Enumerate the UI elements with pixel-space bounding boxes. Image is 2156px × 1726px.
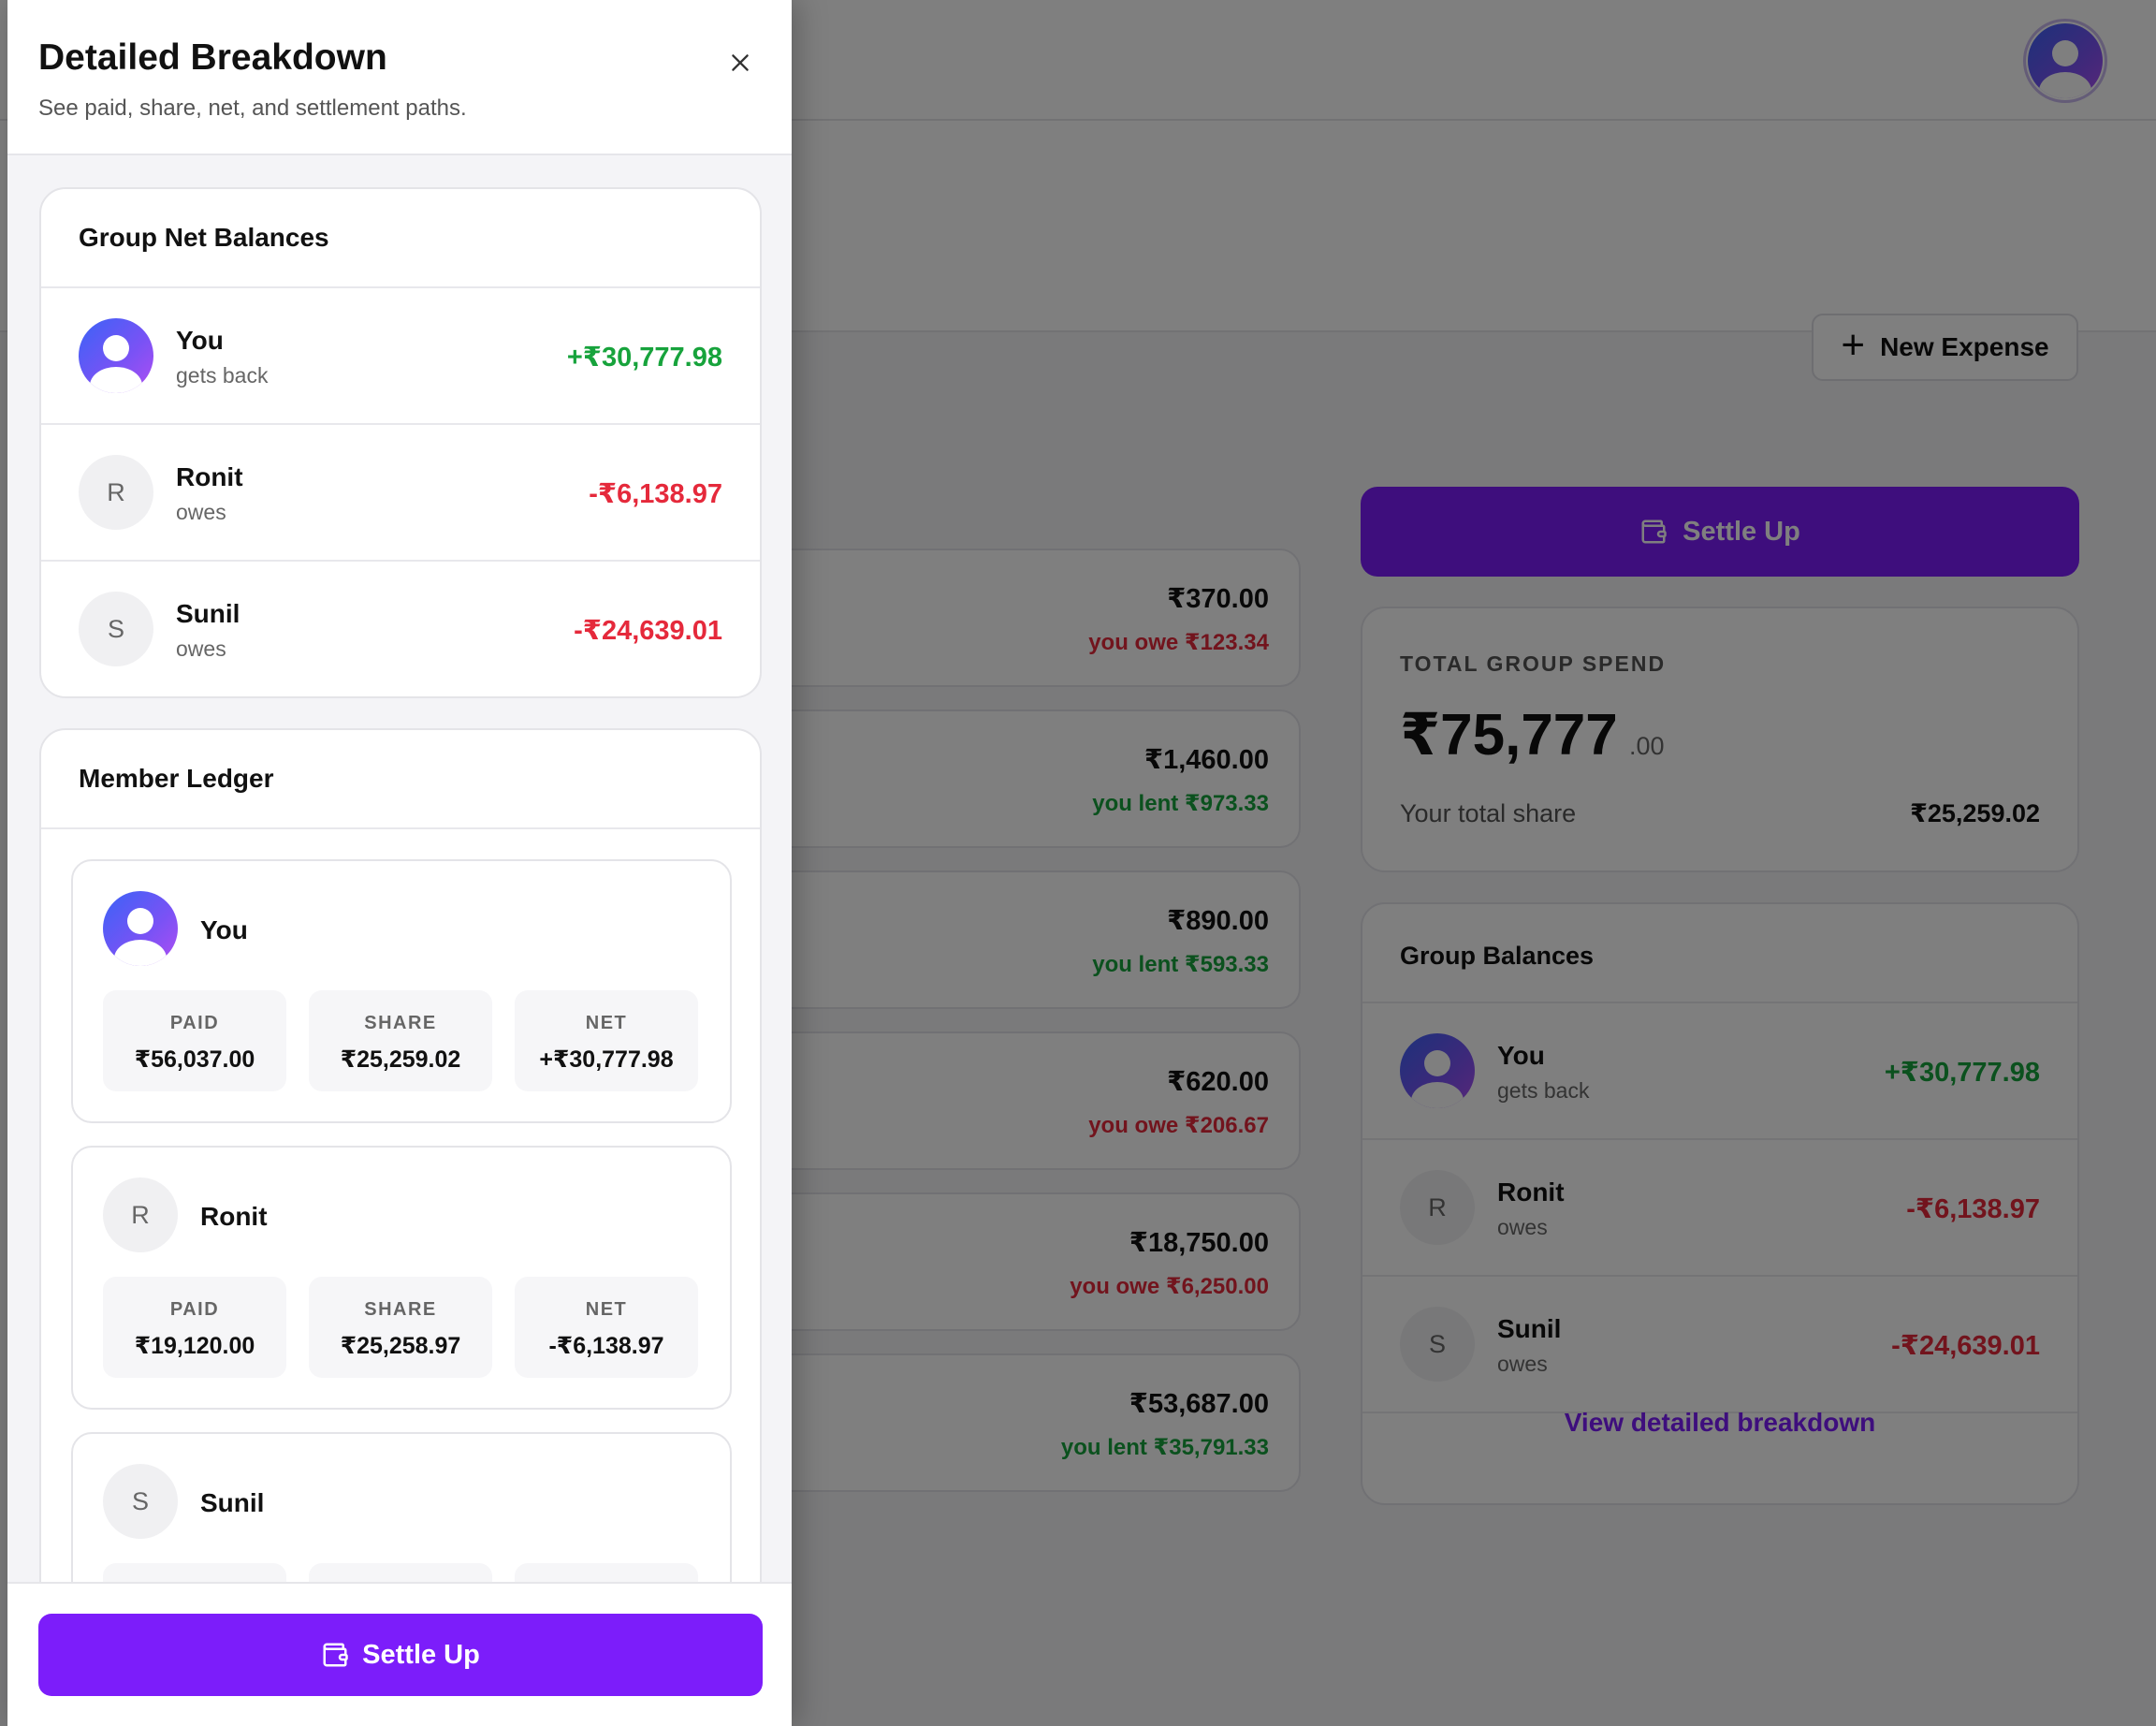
member-net: -₹24,639.01 <box>574 616 722 646</box>
wallet-icon <box>323 1643 348 1667</box>
share-label: SHARE <box>364 1013 437 1033</box>
member-net: -₹6,138.97 <box>589 479 722 509</box>
net-label: NET <box>585 1013 628 1033</box>
close-button[interactable] <box>719 41 762 84</box>
group-net-balances-card: Group Net Balances You gets back +₹30,77… <box>39 187 762 698</box>
share-value: ₹25,258.97 <box>340 1333 461 1359</box>
ledger-member-card: R Ronit PAID ₹19,120.00 SHARE ₹25,258.97… <box>71 1146 732 1410</box>
member-name: Ronit <box>176 462 243 491</box>
member-initial-avatar: S <box>79 592 153 666</box>
paid-label: PAID <box>169 1013 220 1033</box>
paid-value: ₹56,037.00 <box>134 1046 255 1073</box>
drawer-footer: Settle Up <box>7 1582 792 1726</box>
net-label: NET <box>585 1299 628 1320</box>
member-initial-avatar: R <box>79 455 153 530</box>
member-name: Sunil <box>176 599 240 628</box>
ledger-member-card: You PAID ₹56,037.00 SHARE ₹25,259.02 NET… <box>71 859 732 1123</box>
group-net-balances-title: Group Net Balances <box>79 223 329 252</box>
member-name: Ronit <box>200 1202 268 1231</box>
net-value: +₹30,777.98 <box>539 1046 674 1073</box>
net-value: -₹6,138.97 <box>548 1333 664 1359</box>
close-icon <box>732 54 749 71</box>
member-name: You <box>176 326 224 355</box>
net-balance-row: R Ronit owes -₹6,138.97 <box>41 423 760 560</box>
member-name: You <box>200 915 248 944</box>
net-stat: NET -₹6,138.97 <box>515 1277 698 1378</box>
user-avatar-icon <box>79 318 153 393</box>
member-status: owes <box>176 500 226 524</box>
member-ledger-title: Member Ledger <box>79 764 274 793</box>
member-status: owes <box>176 636 226 661</box>
member-status: gets back <box>176 363 269 388</box>
drawer-subtitle: See paid, share, net, and settlement pat… <box>38 95 467 121</box>
paid-value: ₹19,120.00 <box>134 1333 255 1359</box>
share-stat: SHARE ₹25,259.02 <box>309 990 492 1091</box>
net-balance-row: You gets back +₹30,777.98 <box>41 286 760 423</box>
divider <box>41 827 760 829</box>
drawer-header: Detailed Breakdown See paid, share, net,… <box>7 0 792 155</box>
member-initial-avatar: R <box>103 1177 178 1252</box>
paid-stat: PAID ₹19,120.00 <box>103 1277 286 1378</box>
paid-stat: PAID ₹56,037.00 <box>103 990 286 1091</box>
net-stat: NET +₹30,777.98 <box>515 990 698 1091</box>
share-stat: SHARE ₹25,258.97 <box>309 1277 492 1378</box>
detailed-breakdown-drawer: Detailed Breakdown See paid, share, net,… <box>7 0 792 1726</box>
settle-up-label: Settle Up <box>362 1639 480 1670</box>
paid-label: PAID <box>169 1299 220 1320</box>
member-name: Sunil <box>200 1488 265 1517</box>
net-balance-row: S Sunil owes -₹24,639.01 <box>41 560 760 696</box>
drawer-title: Detailed Breakdown <box>38 37 387 78</box>
member-ledger-card: Member Ledger You PAID ₹56,037.00 SHARE … <box>39 728 762 1726</box>
member-net: +₹30,777.98 <box>566 343 722 373</box>
share-label: SHARE <box>364 1299 437 1320</box>
member-initial-avatar: S <box>103 1464 178 1539</box>
drawer-settle-up-button[interactable]: Settle Up <box>38 1614 763 1696</box>
share-value: ₹25,259.02 <box>340 1046 461 1073</box>
user-avatar-icon <box>103 891 178 966</box>
